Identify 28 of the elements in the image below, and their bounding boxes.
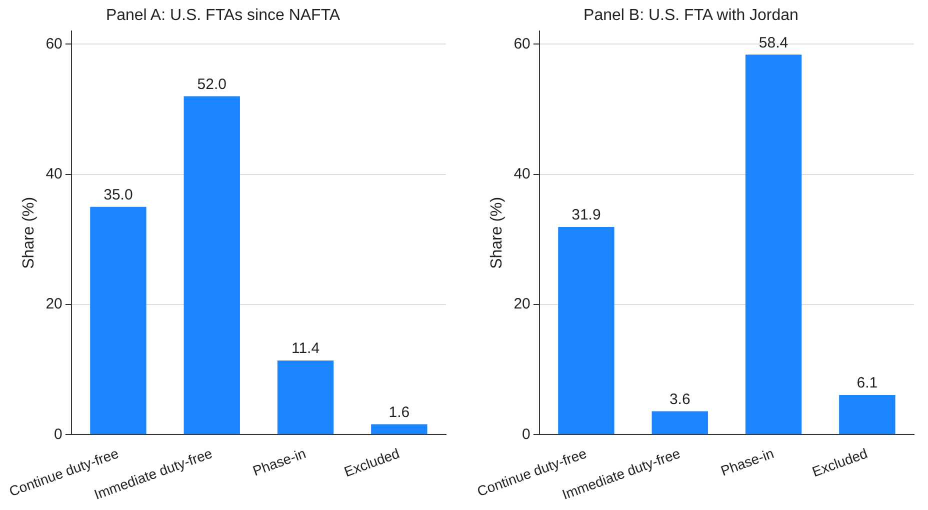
data-label: 35.0 bbox=[104, 186, 133, 204]
y-tick-label: 60 bbox=[514, 35, 530, 52]
chart-title: Panel A: U.S. FTAs since NAFTA bbox=[106, 7, 340, 24]
data-label: 1.6 bbox=[388, 404, 410, 421]
bar bbox=[90, 206, 146, 434]
y-tick-label: 20 bbox=[514, 296, 530, 313]
y-tick-label: 40 bbox=[514, 165, 530, 182]
bar bbox=[371, 424, 428, 434]
data-label: 52.0 bbox=[197, 76, 226, 93]
y-tick-label: 0 bbox=[522, 426, 530, 443]
bar bbox=[745, 54, 802, 434]
bar bbox=[184, 96, 240, 434]
y-tick-label: 60 bbox=[46, 35, 62, 52]
data-label: 6.1 bbox=[856, 374, 878, 392]
chart-title: Panel B: U.S. FTA with Jordan bbox=[584, 7, 798, 24]
bar bbox=[839, 394, 896, 434]
bar bbox=[277, 360, 334, 434]
data-label: 3.6 bbox=[669, 390, 690, 408]
data-label: 31.9 bbox=[572, 206, 601, 224]
bar bbox=[558, 227, 614, 434]
y-axis-title: Share (%) bbox=[20, 196, 38, 269]
y-tick-label: 20 bbox=[46, 296, 62, 313]
y-tick-label: 40 bbox=[46, 165, 62, 182]
data-label: 58.4 bbox=[758, 34, 788, 52]
bar bbox=[652, 411, 708, 434]
y-axis-title: Share (%) bbox=[488, 196, 506, 269]
y-tick-label: 0 bbox=[54, 426, 62, 443]
data-label: 11.4 bbox=[291, 340, 320, 358]
